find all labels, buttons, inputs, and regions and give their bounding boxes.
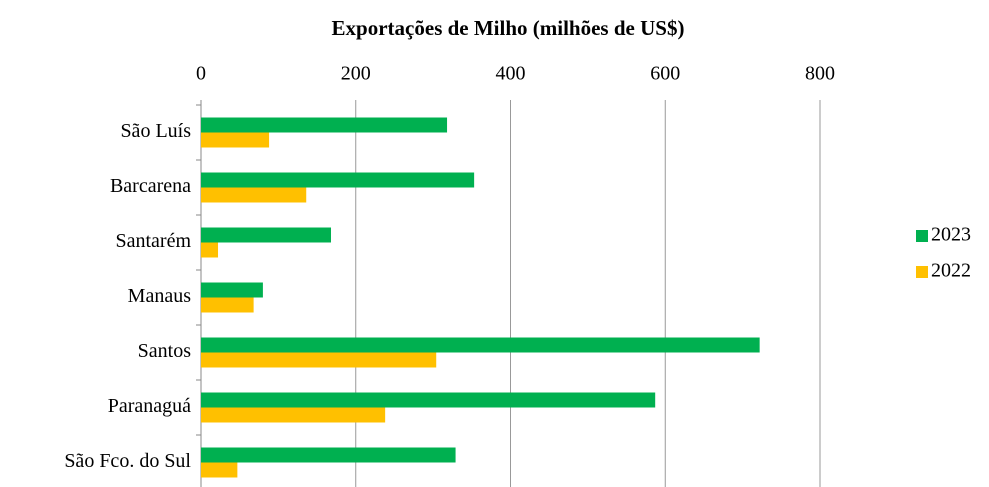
bar bbox=[201, 337, 760, 353]
bar bbox=[201, 407, 386, 423]
y-tick-label: São Fco. do Sul bbox=[64, 450, 191, 472]
bar bbox=[201, 282, 263, 298]
bar bbox=[201, 132, 270, 148]
x-tick-label: 800 bbox=[805, 63, 835, 85]
bar bbox=[201, 227, 331, 243]
y-tick-label: Santarém bbox=[115, 230, 191, 252]
bar bbox=[201, 117, 448, 133]
y-tick-label: Manaus bbox=[128, 285, 192, 307]
y-tick-label: São Luís bbox=[120, 120, 191, 142]
bar bbox=[201, 187, 307, 203]
legend-swatch bbox=[916, 266, 928, 278]
legend-label: 2022 bbox=[931, 260, 971, 282]
bar bbox=[201, 242, 219, 258]
bar bbox=[201, 447, 456, 463]
x-tick-label: 400 bbox=[496, 63, 526, 85]
x-tick-label: 600 bbox=[650, 63, 680, 85]
chart-title: Exportações de Milho (milhões de US$) bbox=[332, 16, 685, 40]
legend-swatch bbox=[916, 230, 928, 242]
bar bbox=[201, 352, 437, 368]
bar bbox=[201, 392, 656, 408]
bar bbox=[201, 462, 238, 478]
x-tick-label: 0 bbox=[196, 63, 206, 85]
y-tick-label: Barcarena bbox=[110, 175, 191, 197]
y-tick-label: Paranaguá bbox=[108, 395, 191, 417]
x-tick-label: 200 bbox=[341, 63, 371, 85]
bar bbox=[201, 172, 475, 188]
legend-label: 2023 bbox=[931, 224, 971, 246]
bar bbox=[201, 297, 254, 313]
y-tick-label: Santos bbox=[138, 340, 192, 362]
